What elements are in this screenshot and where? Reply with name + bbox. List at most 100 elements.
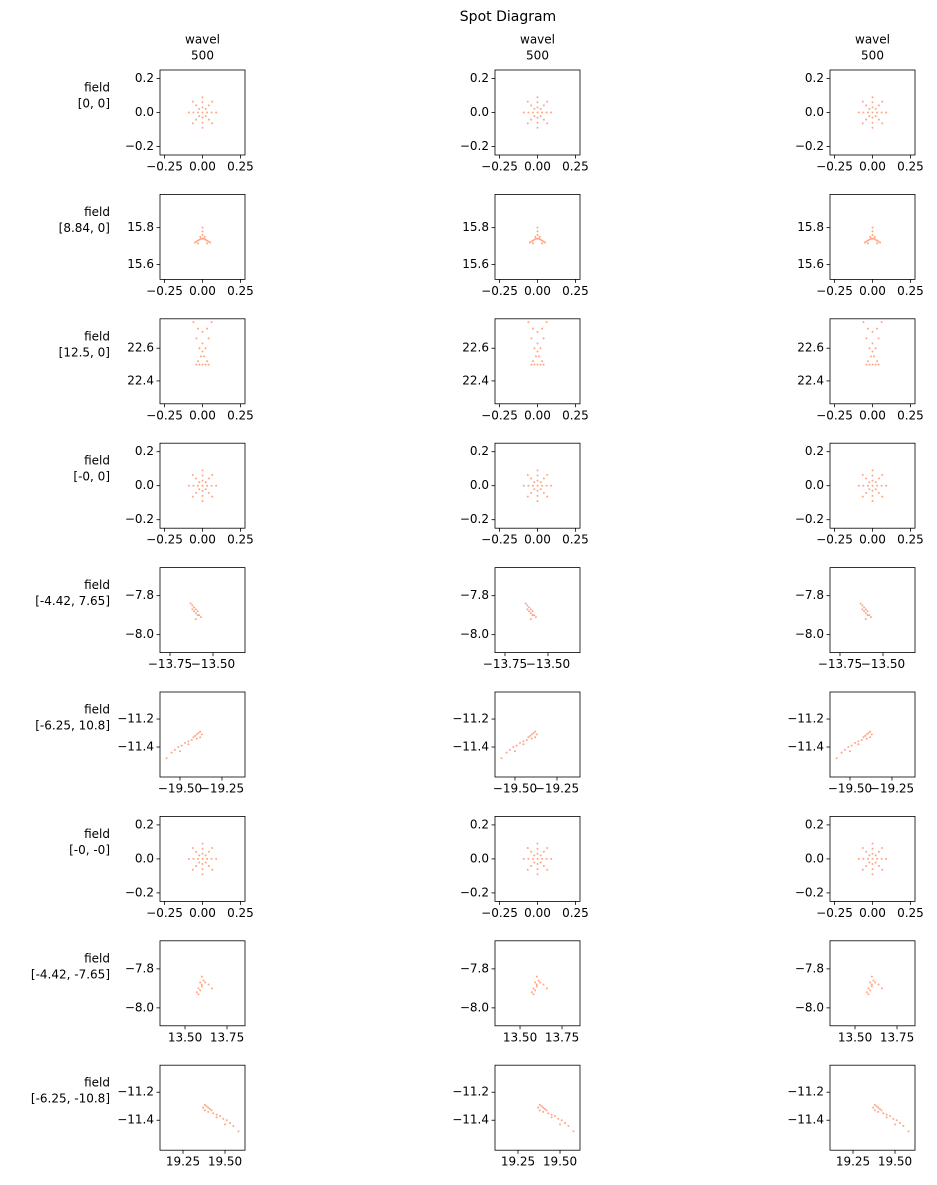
spot	[854, 741, 857, 744]
spot	[211, 868, 214, 871]
spot	[534, 730, 537, 733]
spot	[201, 479, 204, 482]
spot	[195, 337, 198, 340]
spot	[522, 857, 525, 860]
spot	[538, 235, 541, 238]
spot	[191, 604, 194, 607]
spot	[524, 602, 527, 605]
spot	[536, 847, 539, 850]
spot	[201, 489, 204, 492]
y-tick-label: −0.2	[795, 512, 824, 526]
field-label: [0, 0]	[78, 97, 110, 111]
spot	[876, 242, 879, 245]
spot	[528, 610, 531, 613]
spot	[871, 230, 874, 233]
spot	[865, 118, 868, 121]
spot	[880, 857, 883, 860]
axes-frame	[159, 691, 246, 778]
spot	[533, 107, 536, 110]
axes-frame	[829, 1064, 916, 1151]
spot	[201, 237, 204, 240]
spot	[870, 975, 873, 978]
spot	[519, 741, 522, 744]
spot	[207, 983, 210, 986]
spot	[180, 744, 183, 747]
spot	[542, 865, 545, 868]
x-tick-label: 19.50	[208, 1155, 242, 1169]
spot	[204, 107, 207, 110]
spot	[546, 847, 549, 850]
spot	[885, 484, 888, 487]
spot	[196, 111, 199, 114]
spot	[861, 122, 864, 125]
spot	[542, 477, 545, 480]
spot	[546, 868, 549, 871]
spot	[539, 981, 542, 984]
spot	[542, 240, 545, 243]
y-tick-label: −0.2	[125, 139, 154, 153]
spot	[200, 985, 203, 988]
spot	[531, 484, 534, 487]
spot	[198, 614, 201, 617]
y-tick-label: 22.6	[797, 341, 824, 355]
spot	[512, 746, 515, 749]
spot	[527, 857, 530, 860]
spot	[550, 1116, 553, 1119]
spot	[215, 857, 218, 860]
axes-frame	[494, 1064, 581, 1151]
spot	[191, 495, 194, 498]
axes-frame	[159, 940, 246, 1027]
spot	[876, 239, 879, 242]
spot	[869, 989, 872, 992]
spot	[199, 981, 202, 984]
spot	[535, 975, 538, 978]
spot	[237, 1130, 240, 1133]
x-tick-label: 0.00	[189, 906, 216, 920]
spot	[201, 230, 204, 233]
spot	[564, 1122, 567, 1125]
spot	[204, 238, 207, 241]
axes-frame	[159, 567, 246, 653]
spot	[880, 987, 883, 990]
y-tick-label: 22.6	[127, 341, 154, 355]
spot	[881, 473, 884, 476]
spot	[536, 873, 539, 876]
y-tick-label: −11.4	[787, 1113, 824, 1127]
axes-frame	[829, 691, 916, 778]
y-tick-label: −11.4	[787, 740, 824, 754]
x-tick-label: 0.00	[524, 533, 551, 547]
y-tick-label: −11.2	[452, 1085, 489, 1099]
spot	[191, 608, 194, 611]
spot	[209, 241, 212, 244]
spot	[526, 868, 529, 871]
column-value: 500	[526, 49, 549, 63]
spot	[195, 733, 198, 736]
spot	[871, 868, 874, 871]
x-tick-label: −0.25	[146, 533, 183, 547]
x-tick-label: 19.50	[878, 1155, 912, 1169]
spot	[868, 363, 871, 366]
y-tick-label: −0.2	[460, 139, 489, 153]
spot	[201, 342, 204, 345]
spot	[533, 861, 536, 864]
spot	[527, 111, 530, 114]
spot	[857, 111, 860, 114]
y-tick-label: −0.2	[795, 885, 824, 899]
spot	[201, 484, 204, 487]
spot	[201, 474, 204, 477]
spot	[540, 1105, 543, 1108]
spot	[865, 865, 868, 868]
spot	[533, 238, 536, 241]
spot	[907, 1130, 910, 1133]
spot	[198, 488, 201, 491]
spot	[895, 1119, 898, 1122]
field-label: [-0, 0]	[73, 470, 110, 484]
spot	[873, 355, 876, 358]
axes-frame	[494, 940, 581, 1027]
x-tick-label: 0.25	[897, 160, 924, 174]
spot	[534, 235, 537, 238]
field-label: [-0, -0]	[69, 843, 110, 857]
spot	[868, 347, 871, 350]
spot	[865, 991, 868, 994]
y-tick-label: 15.6	[797, 257, 824, 271]
